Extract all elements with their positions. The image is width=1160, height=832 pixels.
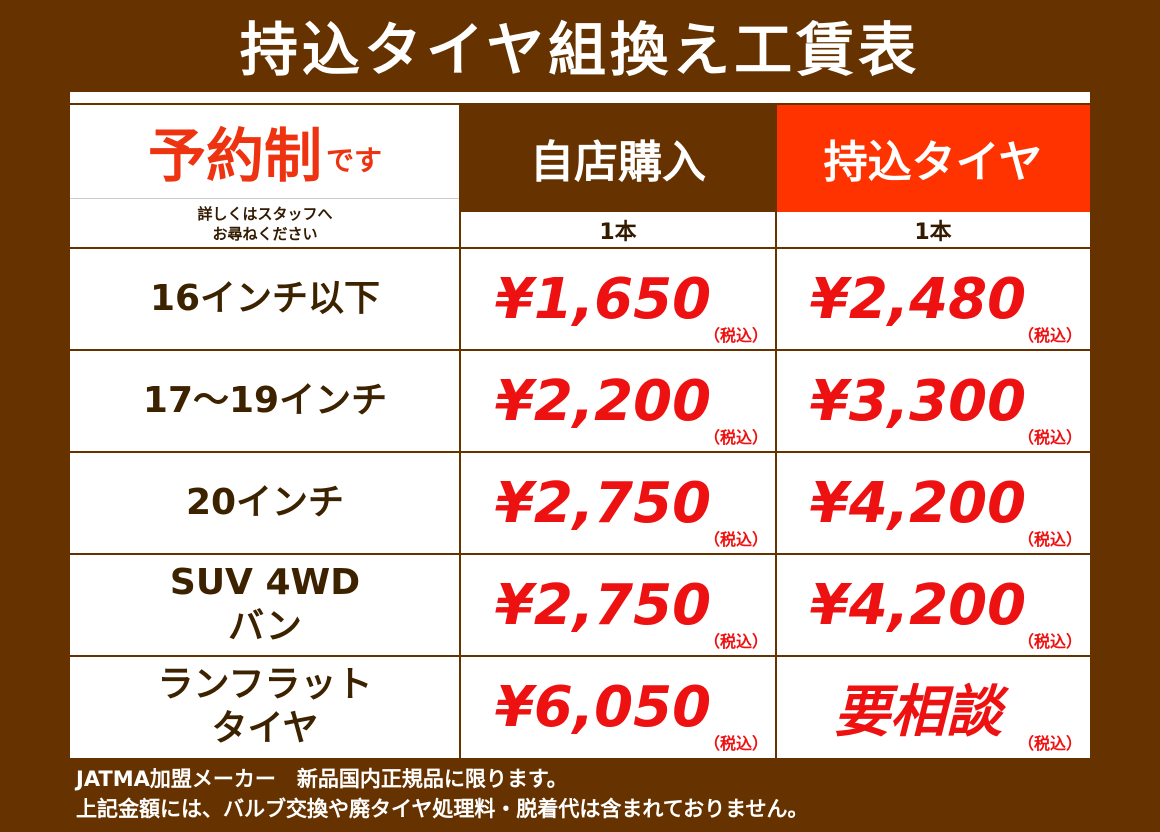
row-label: 16インチ以下: [70, 248, 460, 350]
row-label-line: 20インチ: [185, 482, 345, 523]
reservation-note: 詳しくはスタッフへ お尋ねください: [70, 198, 460, 248]
row-label-line: タイヤ: [211, 708, 319, 749]
price-value: ¥4,200: [809, 572, 1027, 638]
price-value: ¥1,650: [494, 266, 712, 332]
divider: [459, 104, 461, 758]
row-label: SUV 4WD バン: [70, 554, 460, 656]
divider: [775, 104, 777, 758]
reservation-text: 予約制: [147, 121, 322, 190]
tax-label: （税込）: [703, 632, 768, 651]
price-value: ¥2,750: [494, 470, 712, 536]
footer-notes: JATMA加盟メーカー 新品国内正規品に限ります。 上記金額には、バルブ交換や廃…: [76, 764, 808, 824]
tax-label: （税込）: [1017, 428, 1082, 447]
footer-line: 上記金額には、バルブ交換や廃タイヤ処理料・脱着代は含まれておりません。: [76, 797, 809, 821]
footer-line: JATMA加盟メーカー 新品国内正規品に限ります。: [76, 767, 568, 791]
reservation-suffix: です: [326, 144, 383, 177]
tax-label: （税込）: [1017, 530, 1082, 549]
unit-carry: 1本: [914, 220, 952, 245]
price-carry: ¥4,200 （税込）: [776, 452, 1090, 554]
row-label: 17～19インチ: [70, 350, 460, 452]
row-label-line: SUV 4WD: [169, 562, 361, 603]
unit-own: 1本: [599, 220, 637, 245]
price-carry: ¥3,300 （税込）: [776, 350, 1090, 452]
row-label: 20インチ: [70, 452, 460, 554]
price-value: ¥2,200: [494, 368, 712, 434]
price-value: ¥2,480: [809, 266, 1027, 332]
divider: [70, 655, 1090, 657]
tax-label: （税込）: [703, 530, 768, 549]
tax-label: （税込）: [703, 734, 768, 753]
price-value: ¥4,200: [809, 470, 1027, 536]
page-title: 持込タイヤ組換え工賃表: [239, 16, 921, 84]
tax-label: （税込）: [1017, 326, 1082, 345]
row-label-line: ランフラット: [157, 664, 373, 705]
row-label-line: 16インチ以下: [149, 278, 381, 319]
row-label-line: バン: [228, 606, 302, 647]
price-own: ¥2,750 （税込）: [460, 554, 776, 656]
price-carry: 要相談 （税込）: [776, 656, 1090, 758]
price-carry: ¥4,200 （税込）: [776, 554, 1090, 656]
tax-label: （税込）: [1017, 632, 1082, 651]
divider: [70, 349, 1090, 351]
price-own: ¥6,050 （税込）: [460, 656, 776, 758]
price-own: ¥1,650 （税込）: [460, 248, 776, 350]
column-header-own-purchase: 自店購入: [460, 104, 776, 212]
price-value: 要相談: [834, 679, 1002, 745]
tax-label: （税込）: [703, 428, 768, 447]
tax-label: （税込）: [703, 326, 768, 345]
note-line: 詳しくはスタッフへ: [197, 204, 333, 223]
price-carry: ¥2,480 （税込）: [776, 248, 1090, 350]
price-value: ¥2,750: [494, 572, 712, 638]
divider: [70, 247, 1090, 249]
price-own: ¥2,200 （税込）: [460, 350, 776, 452]
divider: [70, 451, 1090, 453]
tax-label: （税込）: [1017, 734, 1082, 753]
row-label-line: 17～19インチ: [142, 380, 388, 421]
reservation-notice: 予約制 です: [70, 104, 460, 197]
price-value: ¥6,050: [494, 674, 712, 740]
divider: [70, 553, 1090, 555]
row-label: ランフラット タイヤ: [70, 656, 460, 758]
price-value: ¥3,300: [809, 368, 1027, 434]
column-header-carry-in: 持込タイヤ: [776, 104, 1090, 212]
note-line: お尋ねください: [212, 224, 318, 243]
divider: [70, 103, 1090, 105]
price-own: ¥2,750 （税込）: [460, 452, 776, 554]
